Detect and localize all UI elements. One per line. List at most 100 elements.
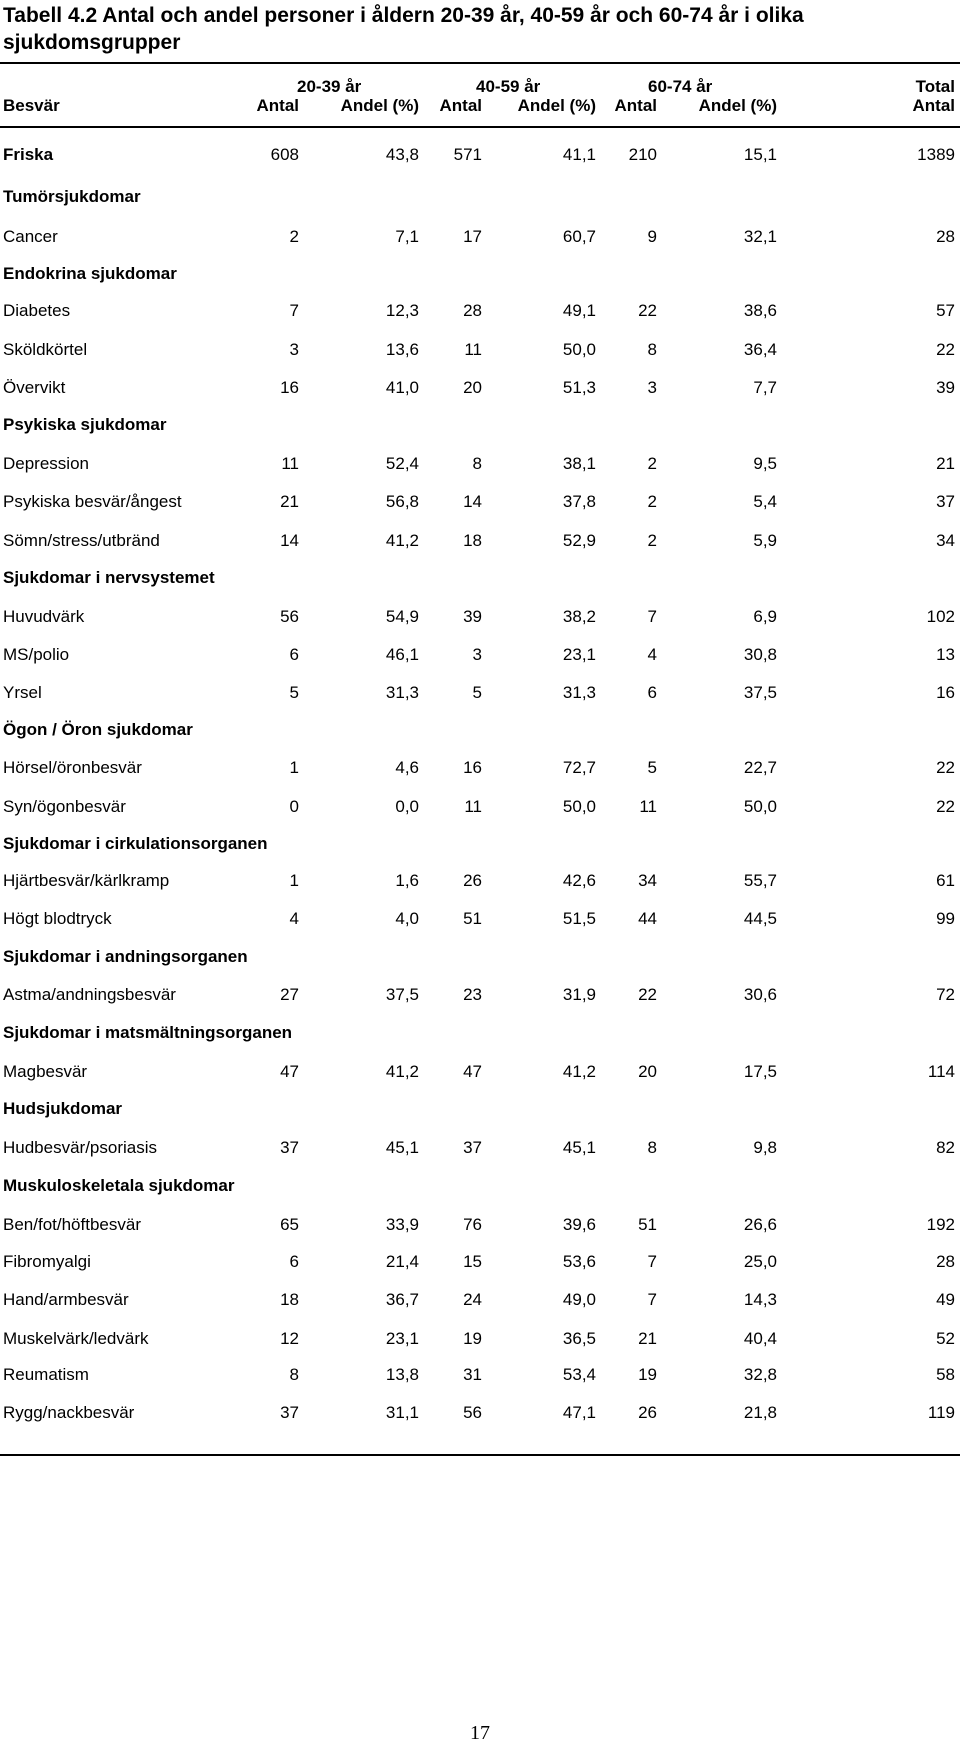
- cell-total-antal: 99: [936, 909, 955, 928]
- cell-antal-20-39: 6: [289, 645, 299, 664]
- row-label: Hörsel/öronbesvär: [3, 758, 142, 777]
- row-label: Sköldkörtel: [3, 340, 88, 359]
- cell-total-antal: 1389: [917, 145, 955, 164]
- cell-antal-20-39: 18: [280, 1290, 299, 1309]
- cell-andel-40-59: 47,1: [562, 1403, 596, 1422]
- cell-andel-40-59: 31,9: [562, 985, 596, 1004]
- cell-andel-40-59: 37,8: [562, 492, 596, 511]
- row-label: Magbesvär: [3, 1062, 88, 1081]
- cell-total-antal: 39: [936, 378, 955, 397]
- header-col-antal-60-74: Antal: [614, 96, 658, 115]
- header-col-antal-40-59: Antal: [439, 96, 483, 115]
- cell-andel-20-39: 36,7: [385, 1290, 419, 1309]
- cell-andel-20-39: 46,1: [385, 645, 419, 664]
- row-label: Friska: [3, 145, 54, 164]
- group-heading: Tumörsjukdomar: [3, 187, 141, 206]
- cell-total-antal: 22: [936, 758, 955, 777]
- cell-andel-60-74: 44,5: [743, 909, 777, 928]
- cell-antal-20-39: 7: [289, 301, 299, 320]
- cell-andel-40-59: 36,5: [562, 1329, 596, 1348]
- row-label: Fibromyalgi: [3, 1252, 91, 1271]
- row-label: Hand/armbesvär: [3, 1290, 129, 1309]
- cell-antal-40-59: 19: [463, 1329, 482, 1348]
- cell-total-antal: 22: [936, 340, 955, 359]
- cell-antal-20-39: 16: [280, 378, 299, 397]
- cell-andel-60-74: 32,8: [743, 1365, 777, 1384]
- cell-andel-40-59: 38,1: [562, 454, 596, 473]
- cell-total-antal: 37: [936, 492, 955, 511]
- row-label: Syn/ögonbesvär: [3, 797, 126, 816]
- cell-antal-40-59: 14: [463, 492, 482, 511]
- group-heading: Ögon / Öron sjukdomar: [3, 720, 193, 739]
- cell-antal-60-74: 4: [647, 645, 657, 664]
- cell-antal-60-74: 8: [647, 340, 657, 359]
- row-label: Rygg/nackbesvär: [3, 1403, 135, 1422]
- row-label: MS/polio: [3, 645, 70, 664]
- cell-antal-20-39: 37: [280, 1403, 299, 1422]
- cell-antal-60-74: 2: [647, 492, 657, 511]
- row-label: Psykiska besvär/ångest: [3, 492, 182, 511]
- cell-andel-40-59: 49,0: [562, 1290, 596, 1309]
- cell-total-antal: 119: [927, 1403, 955, 1422]
- group-heading: Psykiska sjukdomar: [3, 415, 167, 434]
- cell-andel-40-59: 49,1: [562, 301, 596, 320]
- cell-andel-20-39: 1,6: [395, 871, 419, 890]
- cell-antal-40-59: 18: [463, 531, 482, 550]
- row-label: Yrsel: [3, 683, 42, 702]
- cell-antal-20-39: 0: [289, 797, 299, 816]
- cell-total-antal: 82: [936, 1138, 955, 1157]
- cell-andel-60-74: 21,8: [743, 1403, 777, 1422]
- header-group-20-39: 20-39 år: [297, 77, 362, 96]
- cell-antal-20-39: 6: [289, 1252, 299, 1271]
- cell-antal-40-59: 17: [463, 227, 482, 246]
- bottom-rule: [0, 1454, 960, 1456]
- cell-andel-20-39: 33,9: [385, 1215, 419, 1234]
- cell-antal-20-39: 65: [280, 1215, 299, 1234]
- cell-antal-20-39: 27: [280, 985, 299, 1004]
- header-col-andel-40-59: Andel (%): [517, 96, 596, 115]
- cell-antal-20-39: 56: [280, 607, 299, 626]
- cell-andel-60-74: 6,9: [753, 607, 777, 626]
- cell-antal-60-74: 26: [638, 1403, 657, 1422]
- group-heading: Endokrina sjukdomar: [3, 264, 177, 283]
- cell-total-antal: 58: [936, 1365, 955, 1384]
- header-besvar: Besvär: [3, 96, 60, 115]
- cell-andel-40-59: 45,1: [562, 1138, 596, 1157]
- cell-andel-60-74: 5,9: [753, 531, 777, 550]
- cell-total-antal: 16: [936, 683, 955, 702]
- row-label: Sömn/stress/utbränd: [3, 531, 160, 550]
- row-label: Ben/fot/höftbesvär: [3, 1215, 141, 1234]
- cell-andel-20-39: 0,0: [395, 797, 419, 816]
- cell-antal-40-59: 3: [472, 645, 482, 664]
- cell-total-antal: 28: [936, 227, 955, 246]
- cell-antal-40-59: 39: [463, 607, 482, 626]
- header-col-andel-60-74: Andel (%): [698, 96, 777, 115]
- top-rule: [0, 62, 960, 64]
- cell-antal-20-39: 1: [289, 758, 299, 777]
- row-label: Cancer: [3, 227, 58, 246]
- header-col-andel-20-39: Andel (%): [340, 96, 419, 115]
- cell-antal-60-74: 21: [638, 1329, 657, 1348]
- cell-antal-20-39: 2: [289, 227, 299, 246]
- cell-total-antal: 22: [936, 797, 955, 816]
- cell-antal-60-74: 9: [647, 227, 657, 246]
- cell-andel-40-59: 23,1: [562, 645, 596, 664]
- cell-antal-40-59: 26: [463, 871, 482, 890]
- group-heading: Sjukdomar i matsmältningsorganen: [3, 1023, 293, 1042]
- cell-andel-60-74: 32,1: [743, 227, 777, 246]
- row-label: Diabetes: [3, 301, 71, 320]
- page-number: 17: [470, 1722, 490, 1744]
- cell-andel-60-74: 50,0: [743, 797, 777, 816]
- cell-antal-40-59: 37: [463, 1138, 482, 1157]
- cell-total-antal: 192: [926, 1215, 955, 1234]
- cell-antal-60-74: 22: [638, 301, 657, 320]
- cell-andel-60-74: 9,8: [753, 1138, 777, 1157]
- cell-total-antal: 72: [936, 985, 955, 1004]
- cell-antal-20-39: 47: [280, 1062, 299, 1081]
- cell-antal-20-39: 4: [289, 909, 299, 928]
- cell-andel-40-59: 42,6: [562, 871, 596, 890]
- group-heading: Sjukdomar i cirkulationsorganen: [3, 834, 268, 853]
- cell-andel-20-39: 31,3: [385, 683, 419, 702]
- cell-andel-20-39: 43,8: [385, 145, 419, 164]
- cell-total-antal: 102: [926, 607, 955, 626]
